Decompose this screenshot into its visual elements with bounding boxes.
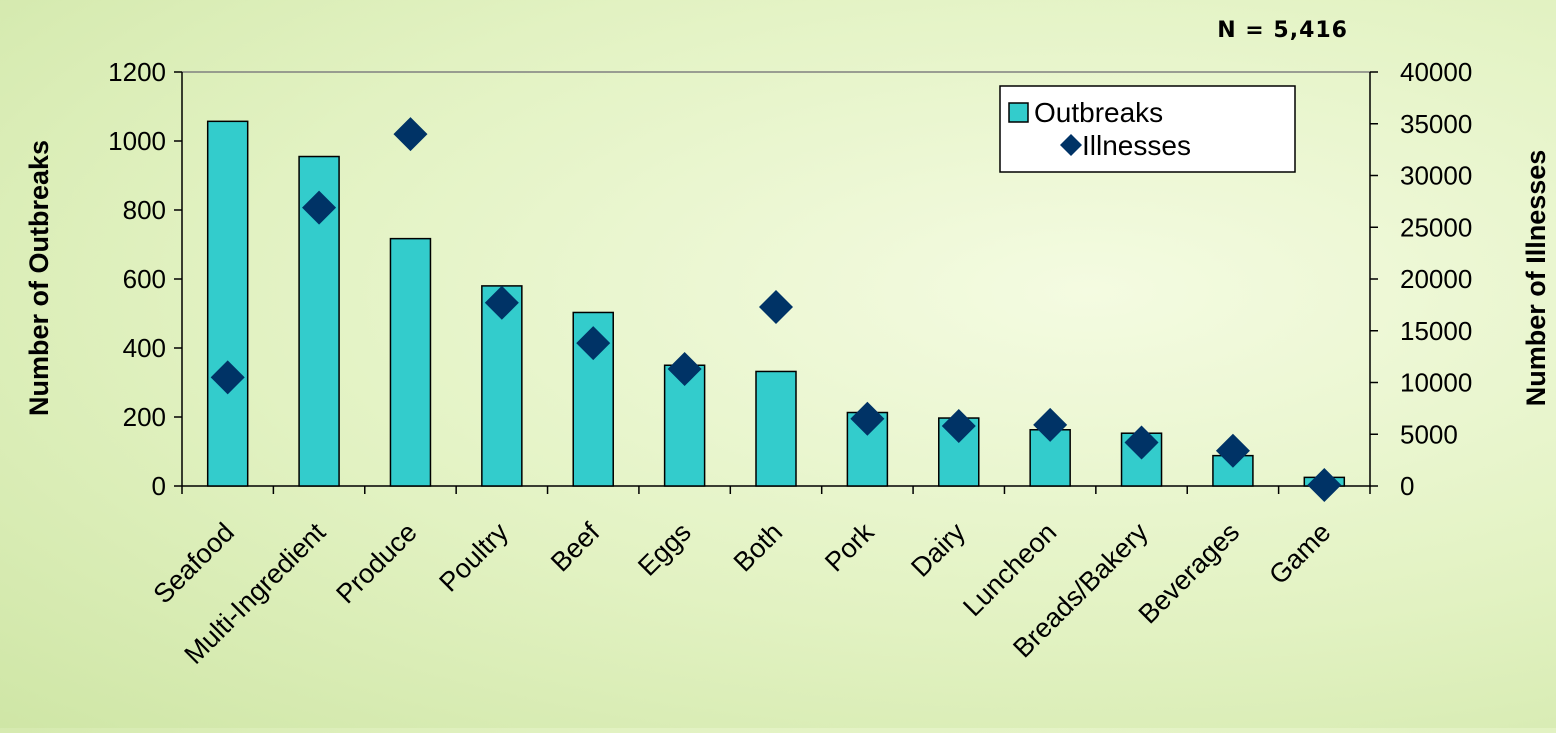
right-tick-label: 40000 <box>1400 57 1472 87</box>
category-label: Pork <box>819 517 880 578</box>
legend-box <box>999 85 1296 173</box>
legend-swatch-outbreaks <box>1008 102 1029 123</box>
legend-label-illnesses: Illnesses <box>1082 130 1191 161</box>
right-tick-label: 15000 <box>1400 316 1472 346</box>
category-label: Both <box>728 517 788 577</box>
marker-illnesses-eggs <box>667 352 702 387</box>
marker-illnesses-seafood <box>210 360 245 395</box>
right-tick-label: 30000 <box>1400 161 1472 191</box>
left-tick-label: 0 <box>152 471 166 501</box>
marker-illnesses-beverages <box>1215 433 1250 468</box>
marker-illnesses-pork <box>850 401 885 436</box>
marker-illnesses-dairy <box>941 408 976 443</box>
legend: Outbreaks Illnesses <box>999 85 1296 173</box>
left-tick-label: 1000 <box>108 126 166 156</box>
marker-illnesses-breads-bakery <box>1124 425 1159 460</box>
marker-illnesses-game <box>1307 467 1342 502</box>
left-tick-label: 400 <box>123 333 166 363</box>
right-tick-label: 20000 <box>1400 264 1472 294</box>
right-tick-label: 10000 <box>1400 368 1472 398</box>
category-label: Beverages <box>1133 517 1245 629</box>
left-tick-label: 800 <box>123 195 166 225</box>
right-tick-label: 5000 <box>1400 419 1458 449</box>
bar-outbreaks-both <box>755 370 797 487</box>
bar-outbreaks-seafood <box>206 120 249 487</box>
right-tick-label: 25000 <box>1400 212 1472 242</box>
marker-illnesses-luncheon <box>1033 407 1068 442</box>
right-axis-title: Number of Illnesses <box>1521 150 1551 407</box>
left-tick-label: 200 <box>123 402 166 432</box>
category-label: Poultry <box>433 517 514 598</box>
left-tick-label: 1200 <box>108 57 166 87</box>
category-label: Dairy <box>905 517 971 583</box>
left-axis-title: Number of Outbreaks <box>24 140 54 416</box>
right-tick-label: 0 <box>1400 471 1414 501</box>
marker-illnesses-both <box>759 289 793 324</box>
marker-illnesses-produce <box>393 117 428 152</box>
left-tick-label: 600 <box>123 264 166 294</box>
category-label: Seafood <box>148 517 240 609</box>
legend-swatch-illnesses <box>1060 134 1082 156</box>
category-label: Produce <box>330 517 422 609</box>
marker-illnesses-beef <box>576 326 611 361</box>
category-label: Eggs <box>632 517 697 582</box>
right-tick-label: 35000 <box>1400 109 1472 139</box>
category-label: Game <box>1263 517 1336 590</box>
sample-size-annotation: N = 5,416 <box>1217 18 1348 43</box>
legend-label-outbreaks: Outbreaks <box>1034 97 1163 128</box>
marker-illnesses-poultry <box>484 285 519 320</box>
bar-outbreaks-produce <box>389 237 432 487</box>
marker-illnesses-multi-ingredient <box>302 190 337 225</box>
category-label: Beef <box>545 517 606 578</box>
